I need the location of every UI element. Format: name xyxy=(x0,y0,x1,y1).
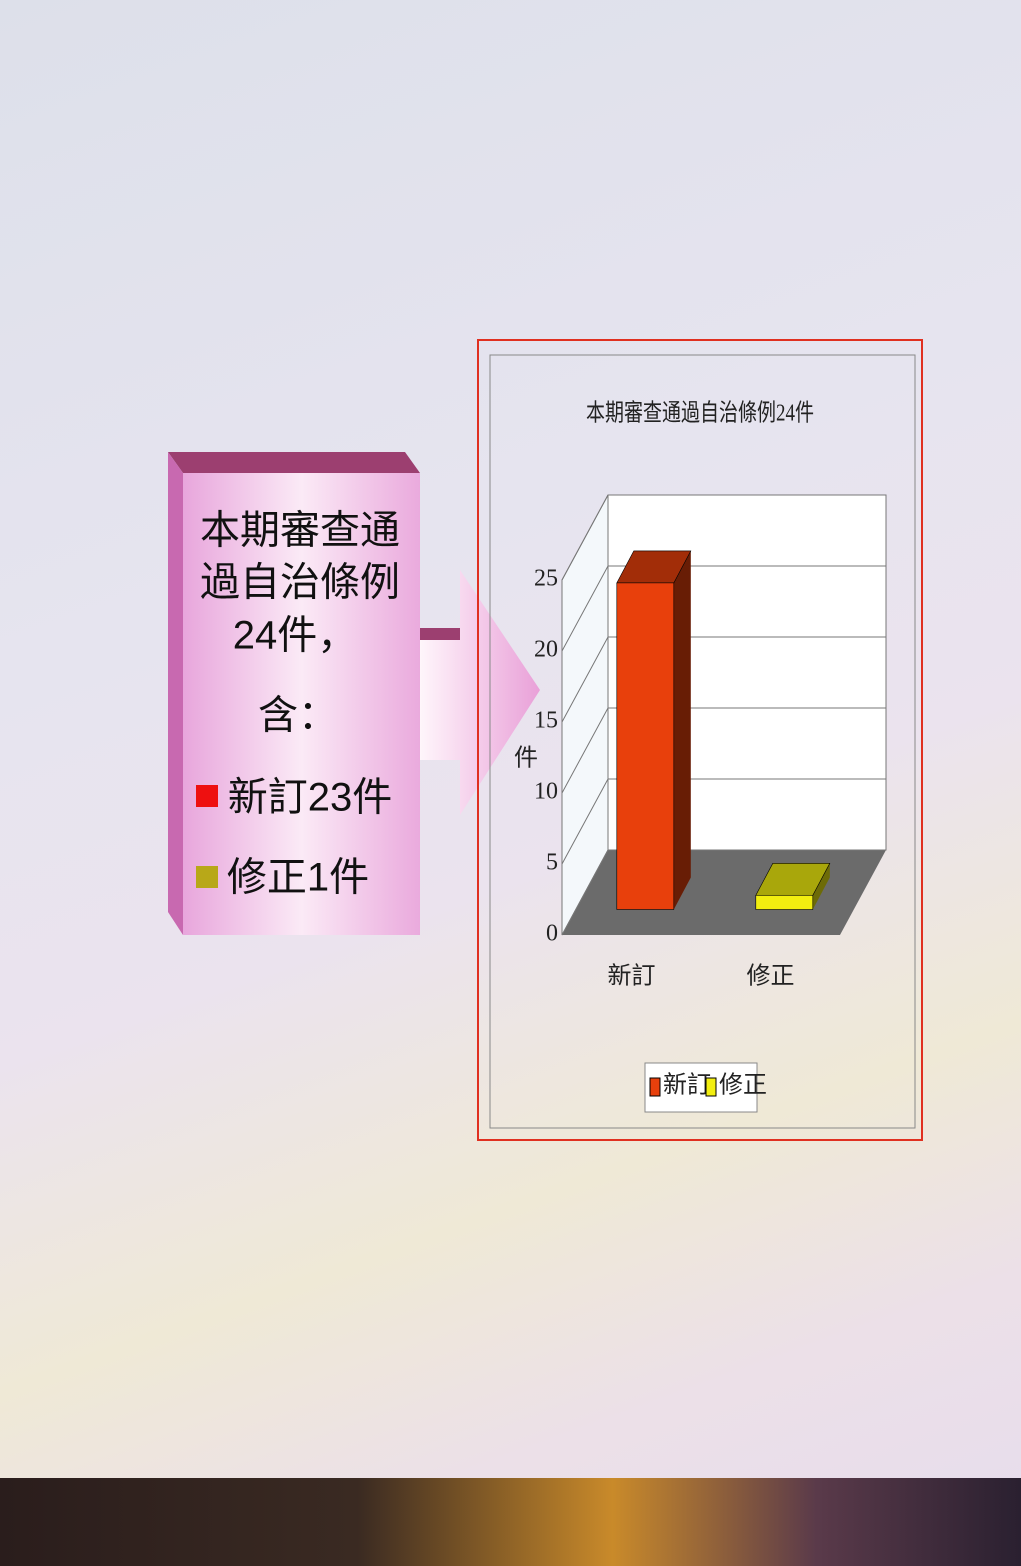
y-tick-label: 10 xyxy=(534,779,558,805)
y-tick-label: 15 xyxy=(534,708,558,734)
x-tick-label: 新訂 xyxy=(608,963,656,990)
box-top xyxy=(168,452,420,473)
bar xyxy=(755,894,814,910)
chart-frame xyxy=(477,339,923,1141)
bullet xyxy=(196,785,218,807)
grid-line xyxy=(561,849,886,936)
legend-box xyxy=(644,1062,758,1113)
y-tick-label: 20 xyxy=(534,637,558,663)
callout-line: 24件， xyxy=(233,614,358,658)
bar-side xyxy=(812,863,830,910)
callout-line: 新訂23件 xyxy=(228,776,393,820)
legend-label: 新訂 xyxy=(663,1072,711,1099)
legend-swatch xyxy=(705,1077,717,1097)
legend-label: 修正 xyxy=(719,1072,767,1099)
grid-line xyxy=(561,494,886,581)
grid-line xyxy=(561,565,886,652)
chart-title: 本期審查通過自治條例24件 xyxy=(586,400,814,427)
grid-line xyxy=(561,778,886,865)
x-tick-label: 修正 xyxy=(747,963,795,990)
bottom-band xyxy=(0,1478,1021,1566)
bar-side xyxy=(673,550,691,910)
grid-line xyxy=(561,636,886,723)
callout-line: 修正1件 xyxy=(227,856,369,900)
callout-line: 含： xyxy=(258,694,338,738)
y-tick-label: 0 xyxy=(546,921,558,947)
y-axis-label: 件 xyxy=(514,745,538,772)
callout-box xyxy=(183,473,420,935)
y-tick-label: 5 xyxy=(546,850,558,876)
callout-line: 本期審查通 xyxy=(200,509,400,553)
box-side xyxy=(168,452,183,935)
grid-line xyxy=(561,707,886,794)
arrow xyxy=(420,570,540,815)
bar xyxy=(616,582,675,910)
plot-frame xyxy=(489,354,916,1129)
legend-swatch xyxy=(649,1077,661,1097)
bullet xyxy=(196,866,218,888)
floor xyxy=(562,850,886,935)
callout-line: 過自治條例 xyxy=(200,561,400,605)
y-tick-label: 25 xyxy=(534,566,558,592)
